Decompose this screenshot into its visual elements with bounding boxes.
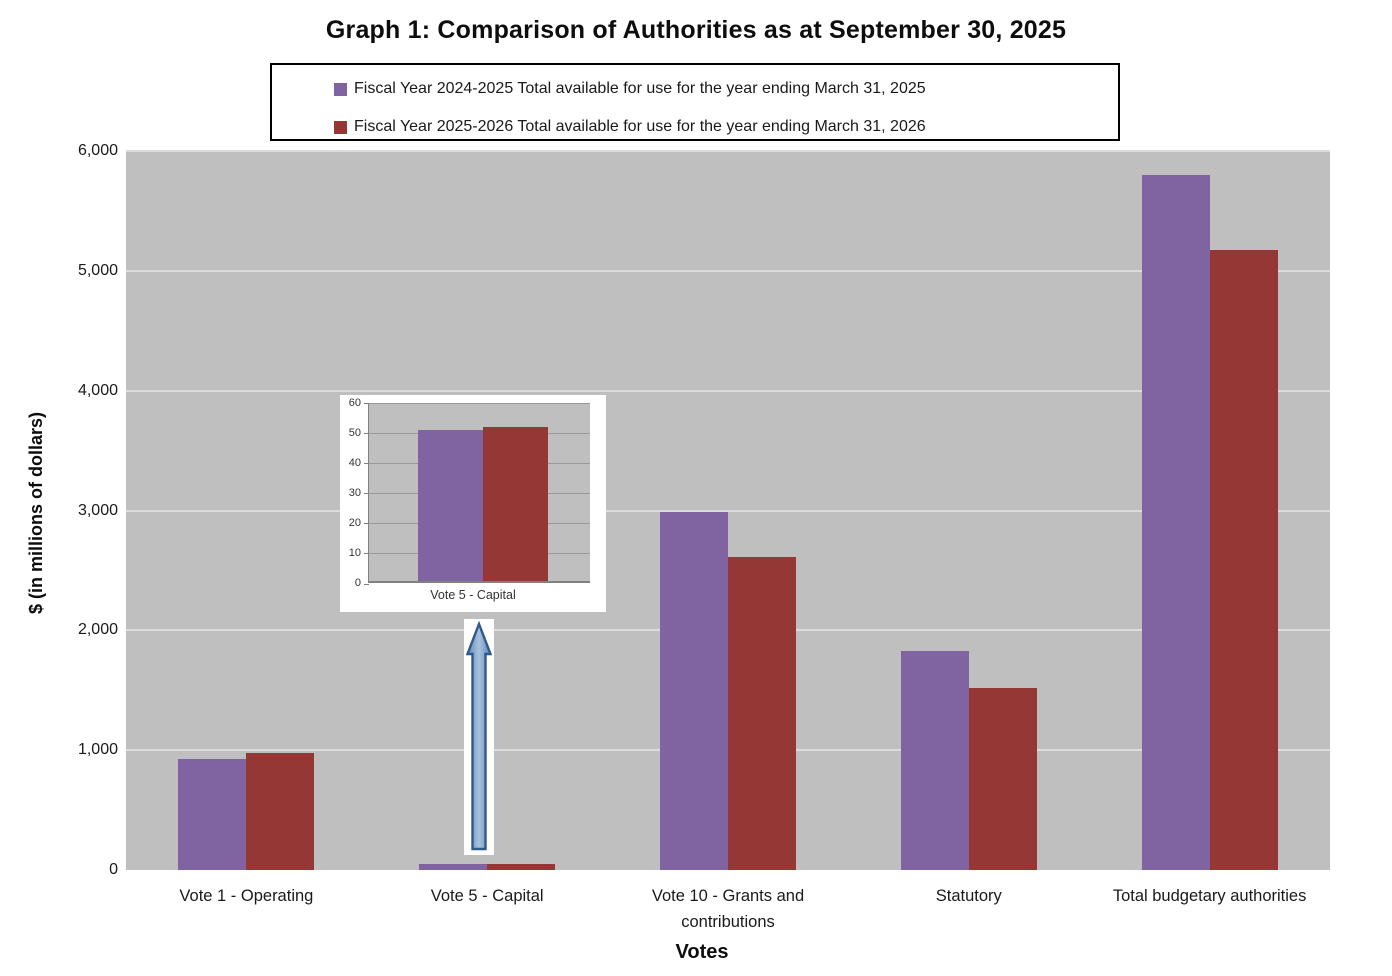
gridline [126, 269, 1330, 272]
y-tick-label: 6,000 [77, 142, 118, 159]
bar-fy2025-2026 [728, 557, 796, 870]
inset-y-tick-label: 10 [348, 547, 361, 559]
bar-fy2025-2026 [1209, 250, 1278, 870]
bar-fy2025-2026 [968, 687, 1037, 870]
x-category-label: Total budgetary authorities [1112, 887, 1307, 905]
inset-gridline [369, 403, 590, 404]
bar-fy2024-2025 [660, 511, 728, 870]
x-category-label: Vote 5 - Capital [430, 887, 544, 905]
inset-y-tick-label: 30 [348, 487, 361, 499]
inset-tick-mark [364, 584, 369, 585]
legend-swatch-fy2025 [334, 120, 347, 134]
inset-tick-mark [364, 433, 369, 434]
inset-y-tick-label: 50 [348, 427, 361, 439]
bar-fy2025-2026 [246, 752, 315, 870]
bar-fy2025-2026 [487, 863, 556, 870]
legend-item: Fiscal Year 2024-2025 Total available fo… [334, 74, 1118, 104]
legend-swatch-fy2024 [334, 82, 347, 96]
inset-chart: 0 10 20 30 40 50 60 Vote 5 - Capital [340, 395, 606, 612]
bar-fy2024-2025 [178, 758, 247, 870]
chart-title: Graph 1: Comparison of Authorities as at… [325, 16, 1067, 44]
bar-fy2024-2025 [900, 650, 969, 870]
inset-y-tick-label: 40 [348, 457, 361, 469]
legend: Fiscal Year 2024-2025 Total available fo… [270, 63, 1120, 141]
gridline [126, 389, 1330, 392]
inset-y-tick-label: 0 [354, 577, 361, 589]
legend-label: Fiscal Year 2025-2026 Total available fo… [354, 118, 926, 135]
main-plot-area [126, 150, 1330, 870]
gridline [126, 509, 1330, 512]
y-tick-label: 3,000 [77, 501, 118, 519]
arrow-background [464, 619, 494, 855]
gridline [126, 150, 1330, 152]
inset-y-tick-label: 20 [348, 517, 361, 529]
y-tick-label: 2,000 [77, 621, 118, 639]
legend-label: Fiscal Year 2024-2025 Total available fo… [354, 80, 926, 97]
up-arrow-icon [465, 621, 493, 851]
y-tick-label: 0 [109, 861, 118, 878]
inset-y-tick-label: 60 [348, 397, 361, 409]
inset-tick-mark [364, 403, 369, 404]
x-category-label: Statutory [935, 887, 1002, 905]
inset-bar-fy2025-2026 [483, 426, 548, 581]
bar-fy2024-2025 [419, 863, 488, 870]
y-tick-label: 4,000 [77, 381, 118, 399]
bar-fy2024-2025 [1141, 174, 1210, 870]
inset-x-label: Vote 5 - Capital [430, 588, 516, 602]
legend-item: Fiscal Year 2025-2026 Total available fo… [334, 112, 1118, 142]
inset-bar-fy2024-2025 [418, 429, 483, 581]
inset-tick-mark [364, 493, 369, 494]
x-category-label: Vote 10 - Grants and contributions [651, 887, 805, 931]
x-axis-title: Votes [675, 941, 729, 963]
inset-tick-mark [364, 553, 369, 554]
inset-tick-mark [364, 463, 369, 464]
inset-tick-mark [364, 523, 369, 524]
y-tick-label: 5,000 [77, 261, 118, 279]
x-category-label: Vote 1 - Operating [179, 887, 314, 905]
inset-plot-area: 0 10 20 30 40 50 60 [349, 397, 590, 589]
y-tick-label: 1,000 [77, 741, 118, 759]
